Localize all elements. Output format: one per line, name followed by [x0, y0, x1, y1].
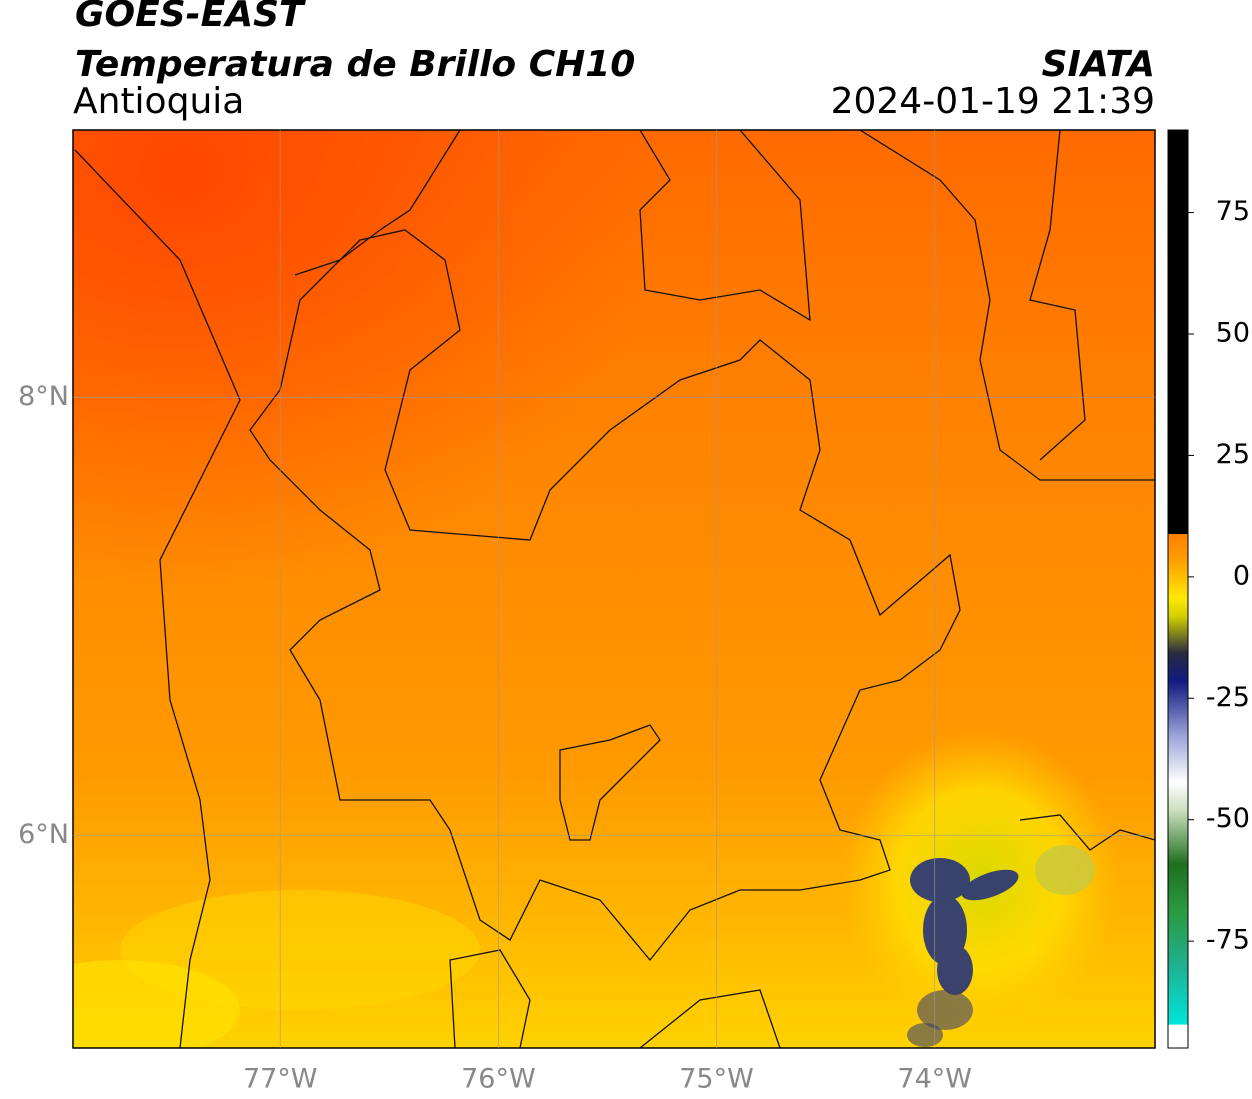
- region: Antioquia: [73, 81, 244, 122]
- colorbar-label: 0: [1233, 560, 1250, 591]
- subtitle: Temperatura de Brillo CH10: [75, 44, 635, 85]
- map-frame: [72, 129, 1156, 1049]
- source: SIATA: [1042, 44, 1155, 85]
- lon-label: 76°W: [461, 1064, 536, 1095]
- colorbar-label: 25: [1216, 439, 1250, 470]
- lon-label: 77°W: [243, 1064, 318, 1095]
- colorbar-label: 50: [1216, 318, 1250, 349]
- lon-label: 74°W: [897, 1064, 972, 1095]
- lat-label: 8°N: [18, 381, 69, 412]
- colorbar: [1167, 129, 1189, 1049]
- colorbar-label: -75: [1206, 925, 1250, 956]
- lat-label: 6°N: [18, 819, 69, 850]
- title: GOES-EAST: [75, 0, 306, 35]
- lon-label: 75°W: [679, 1064, 754, 1095]
- map-field: [73, 130, 1155, 1048]
- colorbar-label: 75: [1216, 196, 1250, 227]
- colorbar-label: -25: [1206, 682, 1250, 713]
- colorbar-label: -50: [1206, 803, 1250, 834]
- datetime: 2024-01-19 21:39: [831, 81, 1155, 122]
